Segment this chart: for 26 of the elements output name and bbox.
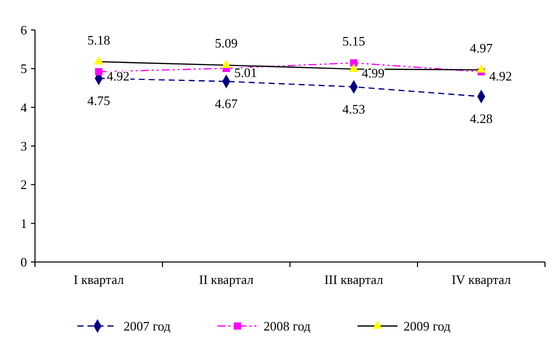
data-label: 4.67: [214, 96, 238, 111]
y-tick-label: 1: [20, 216, 27, 231]
x-tick-label: IV квартал: [452, 272, 512, 287]
data-label: 4.92: [106, 68, 130, 84]
data-label: 4.53: [342, 101, 366, 116]
x-tick-label: III квартал: [324, 272, 384, 287]
legend-label: 2009 год: [404, 318, 451, 334]
data-label: 4.75: [87, 92, 110, 108]
y-tick-label: 3: [20, 138, 27, 154]
x-tick-label: I квартал: [74, 272, 124, 287]
data-label: 5.01: [234, 64, 257, 80]
y-tick-label: 0: [20, 254, 27, 270]
y-tick-label: 2: [20, 177, 27, 192]
x-tick-label: II квартал: [198, 272, 254, 287]
data-label: 4.92: [489, 68, 512, 84]
data-label: 4.99: [362, 66, 384, 81]
y-tick-label: 4: [20, 100, 28, 115]
y-tick-label: 5: [20, 61, 27, 76]
data-label: 4.97: [470, 40, 494, 56]
data-label: 5.18: [87, 32, 110, 48]
y-tick-label: 6: [20, 22, 28, 38]
data-label: 5.09: [214, 36, 238, 51]
data-label: 4.28: [470, 111, 493, 126]
legend-label: 2007 год: [124, 318, 171, 334]
data-label: 5.15: [342, 33, 366, 48]
legend-label: 2008 год: [264, 318, 311, 334]
